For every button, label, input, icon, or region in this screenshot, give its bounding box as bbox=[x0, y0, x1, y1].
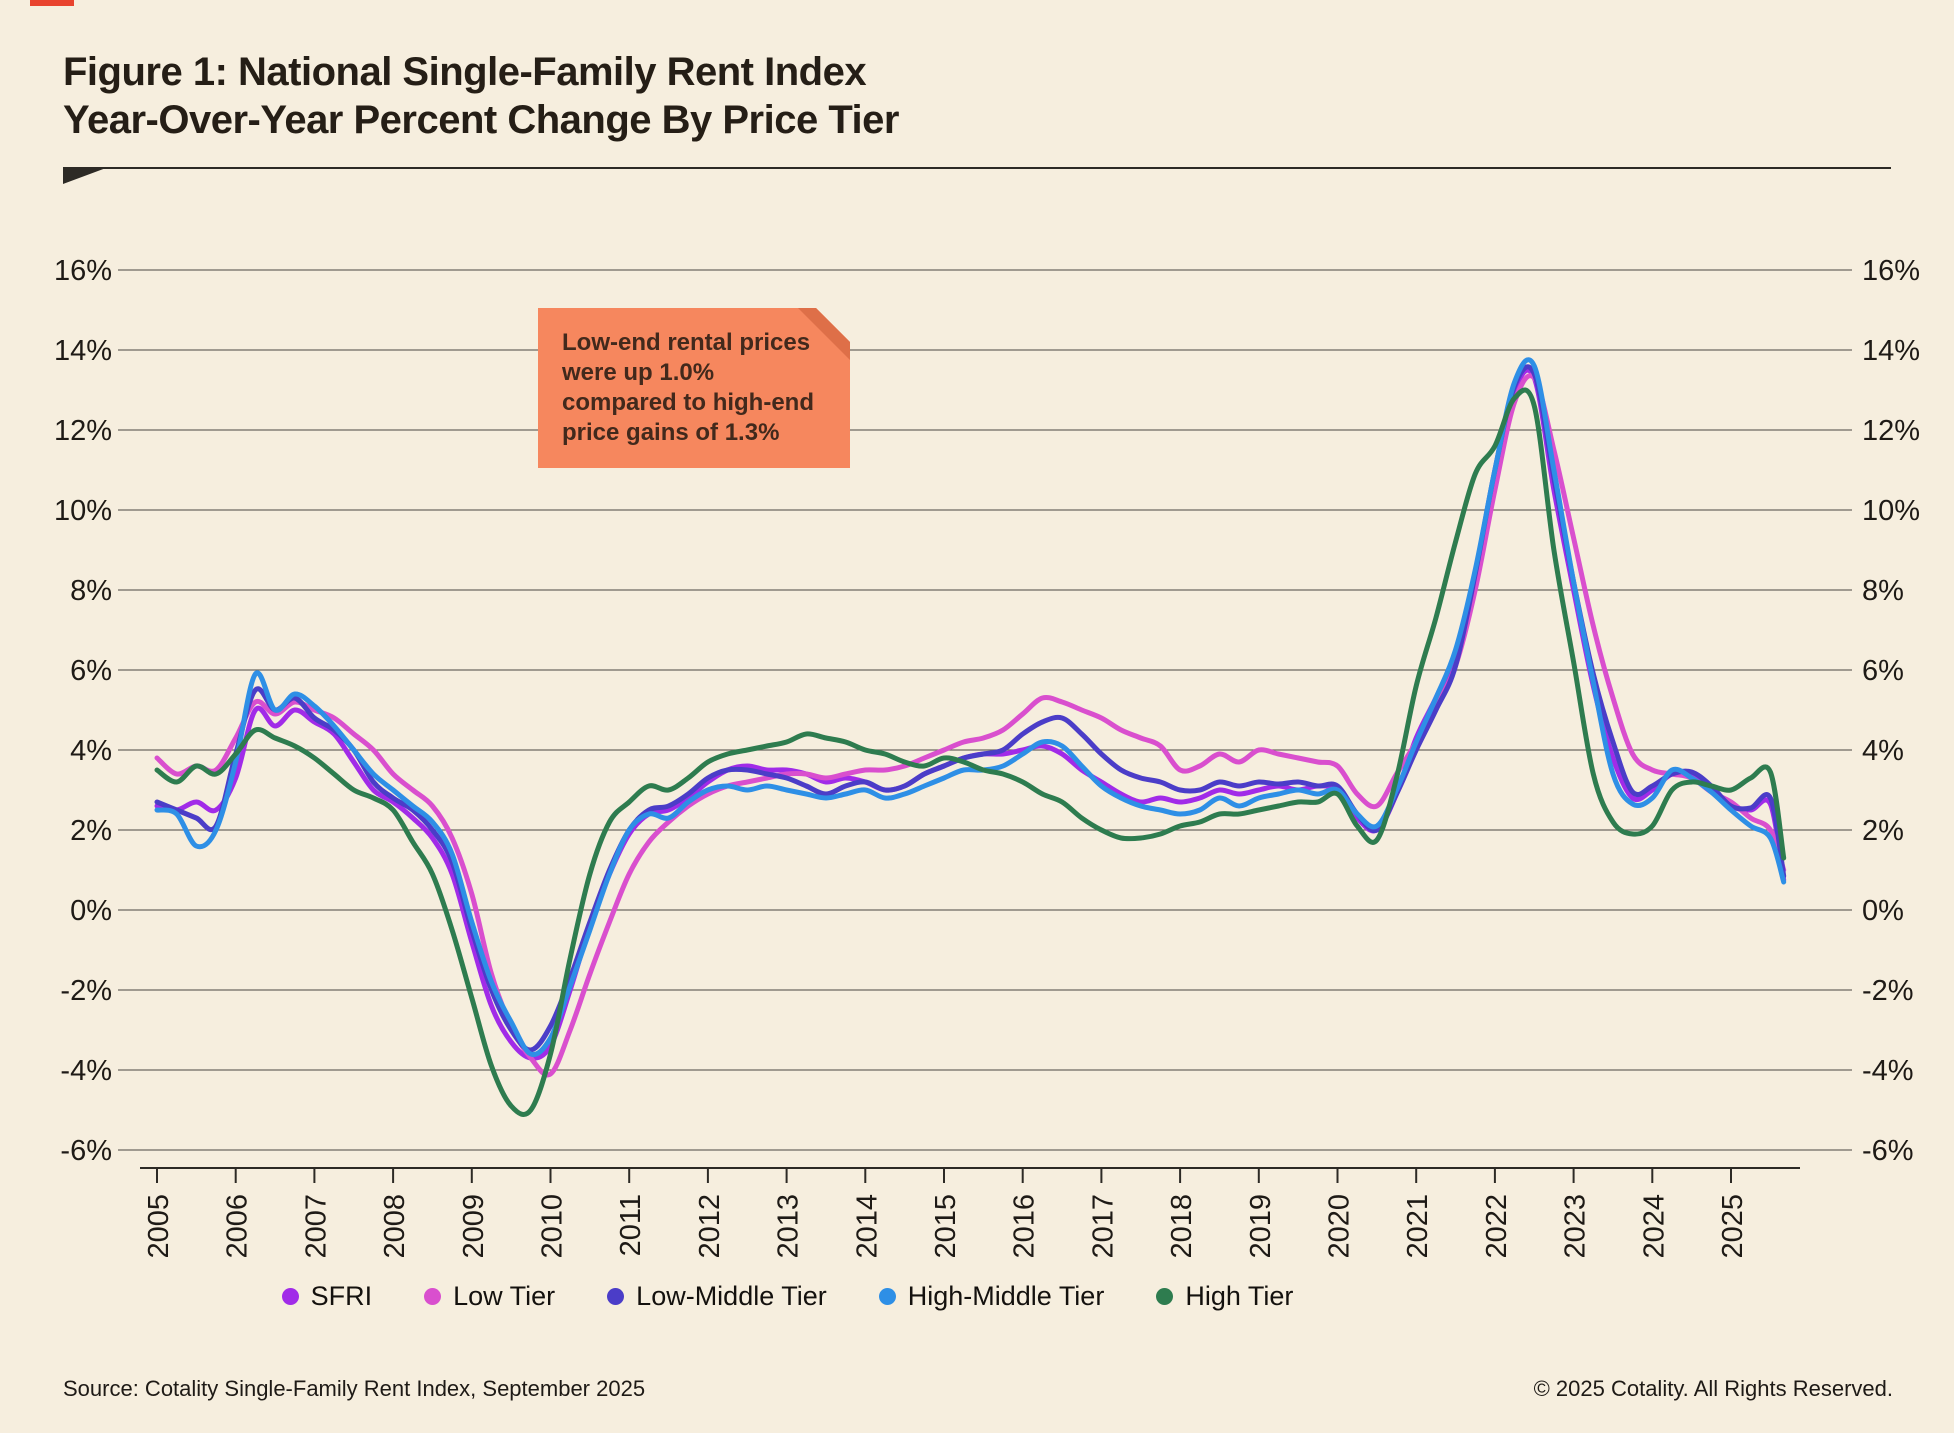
series-line-low-tier bbox=[154, 373, 1787, 1078]
y-label-left--4: -4% bbox=[60, 1055, 112, 1087]
y-label-right--2: -2% bbox=[1862, 975, 1914, 1007]
series-line-high-middle-tier bbox=[154, 357, 1787, 1058]
legend-item-low-middle-tier: Low-Middle Tier bbox=[607, 1281, 827, 1312]
y-label-left-2: 2% bbox=[70, 815, 112, 847]
x-label-2006: 2006 bbox=[222, 1194, 254, 1259]
y-label-right-4: 4% bbox=[1862, 735, 1904, 767]
y-label-left-4: 4% bbox=[70, 735, 112, 767]
figure-title-line1: Figure 1: National Single-Family Rent In… bbox=[63, 50, 867, 94]
x-label-2023: 2023 bbox=[1560, 1194, 1592, 1259]
x-label-2014: 2014 bbox=[851, 1194, 883, 1259]
x-label-2018: 2018 bbox=[1166, 1194, 1198, 1259]
callout-text: Low-end rental prices were up 1.0% compa… bbox=[562, 329, 814, 446]
y-label-left--2: -2% bbox=[60, 975, 112, 1007]
y-label-left-8: 8% bbox=[70, 575, 112, 607]
x-label-2017: 2017 bbox=[1087, 1194, 1119, 1259]
x-label-2008: 2008 bbox=[379, 1194, 411, 1259]
copyright-note: © 2025 Cotality. All Rights Reserved. bbox=[1533, 1376, 1893, 1401]
y-label-left-14: 14% bbox=[54, 335, 112, 367]
series-line-sfri bbox=[154, 367, 1787, 1061]
x-label-2013: 2013 bbox=[773, 1194, 805, 1259]
legend-item-high-tier: High Tier bbox=[1156, 1281, 1293, 1312]
y-label-right-6: 6% bbox=[1862, 655, 1904, 687]
legend-item-high-middle-tier: High-Middle Tier bbox=[878, 1281, 1105, 1312]
figure-title: Figure 1: National Single-Family Rent In… bbox=[63, 48, 899, 144]
y-label-right--4: -4% bbox=[1862, 1055, 1914, 1087]
series-line-high-tier bbox=[154, 387, 1787, 1117]
y-label-right-10: 10% bbox=[1862, 495, 1920, 527]
callout-box: Low-end rental prices were up 1.0% compa… bbox=[538, 308, 850, 468]
x-label-2005: 2005 bbox=[143, 1194, 175, 1259]
top-accent-mark bbox=[30, 0, 74, 6]
legend-label-sfri: SFRI bbox=[310, 1281, 373, 1311]
x-label-2007: 2007 bbox=[300, 1194, 332, 1259]
legend-dot-sfri bbox=[281, 1288, 299, 1305]
source-note: Source: Cotality Single-Family Rent Inde… bbox=[63, 1376, 646, 1401]
y-label-right-14: 14% bbox=[1862, 335, 1920, 367]
y-label-left-10: 10% bbox=[54, 495, 112, 527]
y-label-right-16: 16% bbox=[1862, 255, 1920, 287]
legend-item-low-tier: Low Tier bbox=[424, 1281, 555, 1312]
y-label-left--6: -6% bbox=[60, 1135, 112, 1167]
top-left-pennant-icon bbox=[63, 168, 106, 184]
x-label-2009: 2009 bbox=[458, 1194, 490, 1259]
series-line-low-middle-tier bbox=[154, 364, 1787, 1053]
legend-dot-high-middle-tier bbox=[878, 1288, 896, 1305]
legend-label-low-tier: Low Tier bbox=[453, 1281, 556, 1311]
y-label-left-0: 0% bbox=[70, 895, 112, 927]
y-label-left-12: 12% bbox=[54, 415, 112, 447]
y-label-right-12: 12% bbox=[1862, 415, 1920, 447]
y-label-right-0: 0% bbox=[1862, 895, 1904, 927]
legend-label-low-middle-tier: Low-Middle Tier bbox=[636, 1281, 827, 1311]
x-label-2012: 2012 bbox=[694, 1194, 726, 1259]
y-label-right-2: 2% bbox=[1862, 815, 1904, 847]
chart-legend: SFRI Low Tier Low-Middle Tier High-Middle T… bbox=[0, 1281, 1575, 1312]
legend-label-high-tier: High Tier bbox=[1185, 1281, 1294, 1311]
y-label-right--6: -6% bbox=[1862, 1135, 1914, 1167]
x-label-2021: 2021 bbox=[1402, 1194, 1434, 1259]
legend-item-sfri: SFRI bbox=[281, 1281, 373, 1312]
x-label-2024: 2024 bbox=[1638, 1194, 1670, 1259]
legend-dot-high-tier bbox=[1156, 1288, 1174, 1305]
x-label-2016: 2016 bbox=[1009, 1194, 1041, 1259]
x-label-2015: 2015 bbox=[930, 1194, 962, 1259]
x-label-2019: 2019 bbox=[1245, 1194, 1277, 1259]
legend-dot-low-tier bbox=[424, 1288, 442, 1305]
legend-label-high-middle-tier: High-Middle Tier bbox=[907, 1281, 1105, 1311]
figure-title-line2: Year-Over-Year Percent Change By Price T… bbox=[63, 98, 899, 142]
legend-dot-low-middle-tier bbox=[607, 1288, 625, 1305]
x-label-2010: 2010 bbox=[537, 1194, 569, 1259]
x-label-2025: 2025 bbox=[1717, 1194, 1749, 1259]
y-label-left-16: 16% bbox=[54, 255, 112, 287]
x-label-2022: 2022 bbox=[1481, 1194, 1513, 1259]
y-label-right-8: 8% bbox=[1862, 575, 1904, 607]
x-label-2011: 2011 bbox=[615, 1194, 647, 1256]
x-label-2020: 2020 bbox=[1324, 1194, 1356, 1259]
y-label-left-6: 6% bbox=[70, 655, 112, 687]
